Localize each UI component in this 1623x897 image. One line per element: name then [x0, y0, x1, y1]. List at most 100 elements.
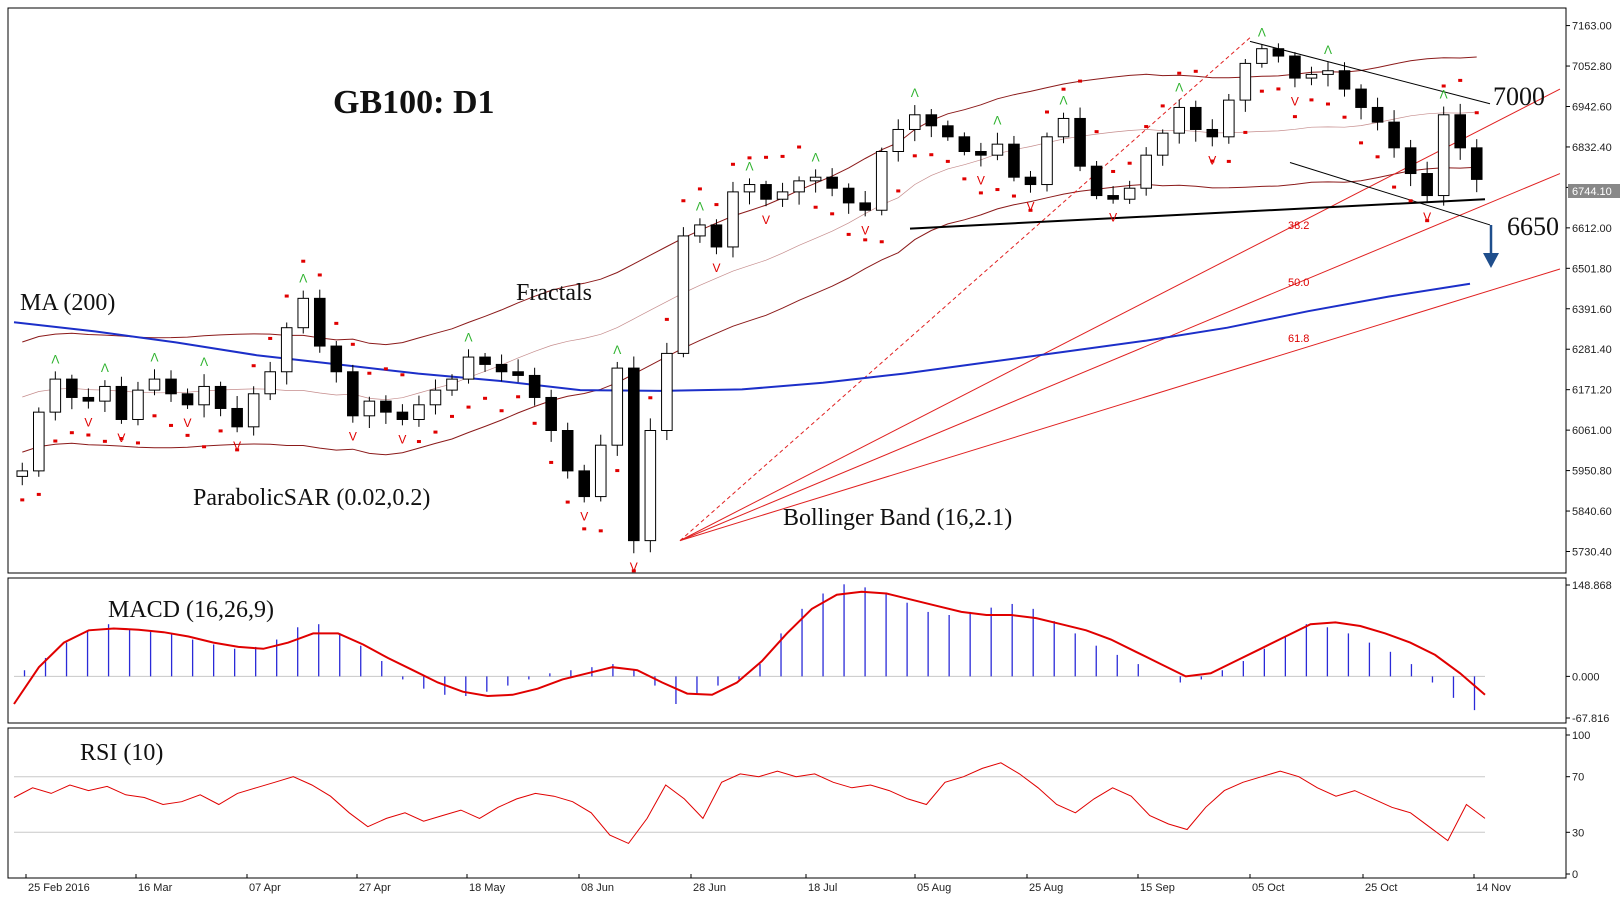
sar-dot: [383, 367, 388, 371]
ma-200-line: [13, 282, 1471, 392]
candle-body: [1470, 147, 1483, 180]
sar-dot: [1292, 115, 1297, 119]
sar-dot: [846, 232, 851, 236]
sar-dot: [1078, 79, 1083, 83]
candle-body: [809, 176, 822, 182]
candle-body: [975, 151, 987, 156]
x-tick-label: 14 Nov: [1476, 882, 1511, 894]
fractal-down-marker: V: [1291, 94, 1299, 108]
candle-body: [1123, 187, 1136, 200]
candle-body: [1041, 136, 1053, 186]
sar-dot: [516, 395, 521, 399]
candle-body: [82, 396, 95, 402]
sar-dot: [1045, 110, 1050, 114]
fib-fan-base: [679, 37, 1251, 542]
macd-y-tick-label: -67.816: [1572, 713, 1609, 725]
fractal-up-marker: Λ: [1175, 81, 1183, 95]
sar-dot: [1111, 169, 1116, 173]
sar-dot: [1210, 159, 1215, 163]
sar-dot: [830, 212, 835, 216]
x-tick-label: 25 Feb 2016: [28, 882, 90, 894]
sar-dot: [1408, 199, 1413, 203]
sar-dot: [449, 414, 454, 418]
fractal-up-marker: Λ: [1440, 88, 1448, 102]
candle-body: [942, 125, 954, 138]
x-tick-label: 25 Aug: [1029, 882, 1063, 894]
sar-dot: [301, 259, 306, 263]
down-arrow-icon: [1483, 253, 1499, 268]
sar-dot: [1425, 219, 1430, 223]
candle-body: [760, 184, 772, 200]
bollinger-lower: [22, 166, 1477, 456]
candle-body: [925, 114, 938, 127]
candle-body: [727, 191, 739, 248]
level-7000-label: 7000: [1493, 82, 1545, 111]
candle-body: [561, 430, 574, 472]
candle-body: [908, 114, 921, 130]
sar-dot: [962, 177, 967, 181]
sar-dot: [169, 423, 174, 427]
fractal-up-marker: Λ: [51, 352, 59, 366]
fractal-down-marker: V: [349, 430, 357, 444]
resistance-line-7000: [1249, 40, 1491, 105]
sar-dot: [1011, 194, 1016, 198]
sar-dot: [466, 405, 471, 409]
fractal-down-marker: V: [977, 173, 985, 187]
candle-body: [512, 371, 524, 376]
sar-dot: [1392, 185, 1397, 189]
sar-dot: [1127, 161, 1132, 165]
candle-body: [1388, 121, 1400, 149]
sar-dot: [1342, 115, 1347, 119]
sar-dot: [1061, 87, 1066, 91]
fractal-up-marker: Λ: [1258, 25, 1266, 39]
x-tick-label: 25 Oct: [1365, 882, 1397, 894]
sar-dot: [317, 273, 322, 277]
candle-body: [429, 389, 442, 406]
sar-dot: [1359, 141, 1364, 145]
candle-body: [198, 385, 210, 406]
sar-dot: [1309, 98, 1314, 102]
macd-label: MACD (16,26,9): [108, 597, 274, 623]
price-y-tick-label: 5730.40: [1572, 546, 1612, 558]
macd-signal-line: [13, 590, 1486, 705]
sar-dot: [879, 240, 884, 244]
candle-body: [1239, 62, 1252, 101]
sar-dot: [549, 460, 554, 464]
rsi-y-tick-label: 100: [1572, 730, 1590, 742]
fractal-down-marker: V: [1423, 210, 1431, 224]
price-y-tick-label: 6171.20: [1572, 385, 1612, 397]
fractal-down-marker: V: [1026, 200, 1034, 214]
x-tick-label: 18 May: [469, 882, 506, 894]
sar-dot: [1144, 125, 1149, 129]
candle-body: [1074, 117, 1086, 167]
x-tick-label: 27 Apr: [359, 882, 391, 894]
sar-dot: [863, 238, 868, 242]
ma-label: MA (200): [20, 290, 115, 316]
sar-dot: [69, 431, 74, 435]
candle-body: [247, 393, 260, 428]
candle-body: [99, 385, 111, 402]
channel-lower-line: [1289, 162, 1491, 226]
x-tick-label: 05 Oct: [1252, 882, 1284, 894]
candle-body: [1090, 165, 1103, 197]
fractal-up-marker: Λ: [746, 159, 754, 173]
candle-body: [297, 297, 310, 329]
sar-dot: [1458, 78, 1463, 82]
sar-dot: [797, 145, 802, 149]
x-tick-label: 07 Apr: [249, 882, 281, 894]
price-y-tick-label: 6612.00: [1572, 223, 1612, 235]
rsi-y-tick-label: 70: [1572, 772, 1584, 784]
candle-body: [264, 371, 276, 395]
candle-body: [694, 224, 706, 237]
sar-dot: [1094, 130, 1099, 134]
candle-body: [1189, 106, 1202, 130]
macd-series: [13, 584, 1486, 711]
candle-body: [958, 136, 971, 153]
candle-body: [1355, 88, 1367, 108]
candle-body: [1338, 70, 1351, 90]
sar-dot: [995, 188, 1000, 192]
fractal-up-marker: Λ: [465, 330, 473, 344]
candlesticks: [16, 43, 1483, 554]
y-axis-labels: 7163.007052.806942.606832.406722.206612.…: [1566, 21, 1612, 881]
